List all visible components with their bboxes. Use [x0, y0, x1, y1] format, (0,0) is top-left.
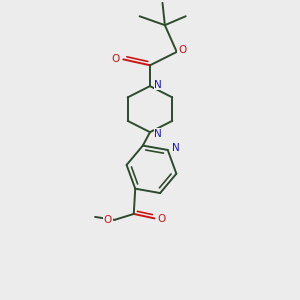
Text: O: O [104, 215, 112, 226]
Text: N: N [154, 80, 162, 90]
Text: O: O [158, 214, 166, 224]
Text: N: N [154, 129, 162, 139]
Text: N: N [172, 143, 180, 154]
Text: O: O [178, 45, 186, 56]
Text: O: O [112, 54, 120, 64]
